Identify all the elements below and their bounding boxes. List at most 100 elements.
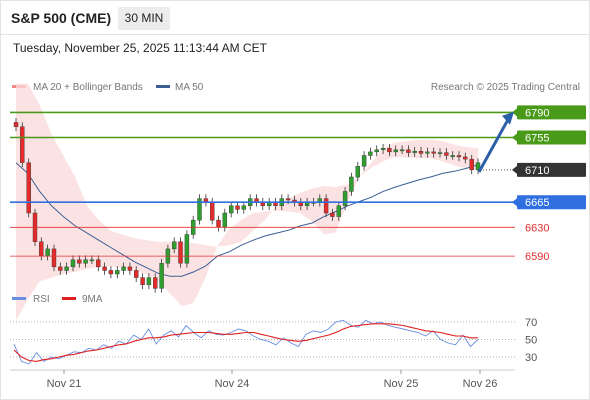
candle-body — [431, 151, 436, 154]
candle-body — [115, 270, 120, 275]
candle-body — [96, 259, 101, 268]
candle-body — [159, 263, 164, 289]
candle-body — [323, 198, 329, 214]
candle-body — [133, 270, 139, 278]
level-badge-6665 — [517, 195, 586, 210]
candle-body — [197, 198, 202, 221]
candle-body — [380, 148, 386, 150]
candle-body — [463, 156, 468, 160]
candle-body — [368, 151, 373, 156]
candle-body — [178, 241, 183, 264]
candle-body — [412, 150, 417, 153]
forecast-arrow-head — [502, 111, 514, 125]
main-legend: MA 20 + Bollinger Bands MA 50 Research ©… — [12, 82, 580, 93]
level-badge-pointer — [512, 108, 517, 117]
ma20-legend-label: MA 20 + Bollinger Bands — [33, 82, 143, 93]
candle-body — [216, 219, 221, 228]
level-badge-6710 — [517, 162, 586, 177]
candle-body — [444, 152, 449, 156]
candle-body — [152, 277, 158, 289]
candle-body — [20, 126, 25, 163]
rsi-line — [13, 319, 479, 365]
candle-body — [83, 259, 88, 264]
candle-body — [330, 212, 335, 217]
ma50-legend-swatch — [156, 85, 170, 88]
candle-body — [209, 201, 215, 221]
rsi-tick-50: 50 — [525, 335, 537, 347]
bollinger-band — [16, 83, 478, 321]
candle-body — [228, 205, 234, 214]
candle-body — [77, 259, 82, 264]
candle-body — [51, 248, 57, 268]
interval-badge[interactable]: 30 MIN — [118, 7, 170, 30]
candle-body — [355, 166, 360, 178]
rsi-ma-line — [13, 323, 478, 362]
level-badge-pointer — [512, 198, 517, 207]
candle-body — [108, 270, 114, 275]
ma50-line — [15, 162, 479, 277]
candle-body — [387, 148, 392, 153]
candle-body — [475, 162, 481, 171]
candle-body — [102, 266, 107, 271]
candle-body — [241, 205, 247, 210]
levels-layer: 6790 6755 6710 6665 6630 6590 — [10, 105, 586, 263]
level-label-6790: 6790 — [525, 107, 549, 119]
candle-body — [361, 155, 367, 167]
candle-body — [450, 155, 455, 157]
candle-body — [469, 158, 474, 171]
level-label-6665: 6665 — [525, 197, 549, 209]
rsi-legend-label: RSI — [33, 294, 50, 305]
candle-body — [222, 212, 228, 228]
rsi-legend-swatch — [12, 297, 26, 300]
candle-body — [406, 149, 411, 153]
credit-label: Research © 2025 Trading Central — [431, 82, 580, 93]
rsi-legend: RSI 9MA — [12, 294, 103, 305]
level-badge-6755 — [517, 130, 586, 145]
candle-body — [13, 122, 19, 127]
candle-body — [146, 277, 152, 286]
candle-body — [393, 149, 398, 153]
candle-body — [456, 155, 462, 158]
candle-body — [425, 151, 430, 154]
candle-body — [26, 162, 31, 214]
rsi-tick-70: 70 — [525, 317, 537, 329]
candle-body — [171, 241, 177, 250]
level-badge-pointer — [512, 133, 517, 142]
candle-body — [45, 248, 50, 257]
candle-body — [235, 205, 240, 210]
candle-body — [39, 241, 44, 257]
timestamp: Tuesday, November 25, 2025 11:13:44 AM C… — [13, 41, 267, 55]
ma50-legend-label: MA 50 — [175, 82, 204, 93]
candle-body — [418, 150, 424, 154]
x-tick-label: Nov 24 — [215, 378, 250, 390]
candle-body — [399, 149, 405, 152]
candle-body — [89, 259, 95, 262]
candle-body — [140, 277, 145, 286]
forecast-arrow-shaft — [477, 117, 511, 173]
header-divider — [0, 34, 590, 35]
rsi-panel: 70 50 30 — [10, 317, 537, 365]
instrument-title: S&P 500 (CME) — [11, 10, 112, 26]
x-tick-label: Nov 26 — [463, 378, 498, 390]
level-badge-pointer — [512, 165, 517, 174]
x-tick-label: Nov 21 — [47, 378, 82, 390]
candle-body — [285, 198, 291, 201]
x-axis: Nov 21 Nov 24 Nov 25 Nov 26 — [47, 370, 498, 390]
ma9-legend-swatch — [62, 297, 76, 300]
support-label-6630: 6630 — [525, 222, 549, 234]
header-bar: S&P 500 (CME) 30 MIN — [0, 0, 590, 34]
support-label-6590: 6590 — [525, 251, 549, 263]
candle-body — [70, 259, 76, 268]
candle-body — [121, 266, 126, 271]
candle-body — [374, 149, 379, 153]
level-label-6755: 6755 — [525, 133, 549, 145]
candle-body — [58, 266, 63, 271]
x-tick-label: Nov 25 — [384, 378, 419, 390]
candle-body — [127, 266, 133, 271]
candle-body — [336, 205, 341, 217]
candle-body — [342, 191, 348, 206]
rsi-tick-30: 30 — [525, 352, 537, 364]
level-label-6710: 6710 — [525, 165, 549, 177]
candle-body — [64, 266, 69, 271]
